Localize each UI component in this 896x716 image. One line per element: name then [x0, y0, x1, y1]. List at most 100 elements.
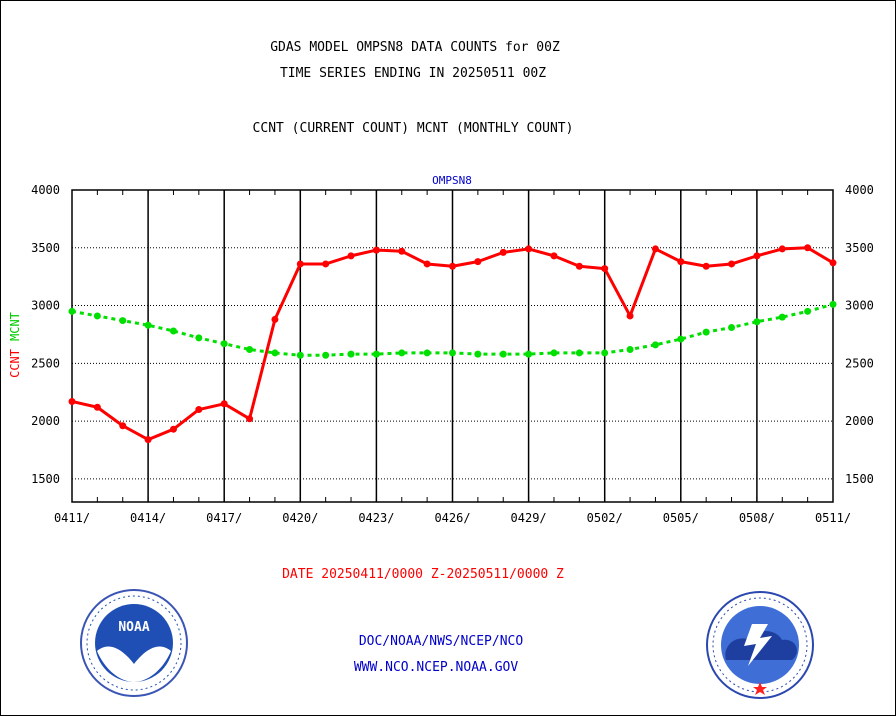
data-point-ccnt — [68, 397, 76, 405]
x-tick-label: 0505/ — [663, 511, 699, 525]
data-point-ccnt — [93, 403, 101, 411]
data-point-mcnt — [246, 345, 254, 353]
data-point-ccnt — [499, 248, 507, 256]
data-point-mcnt — [804, 307, 812, 315]
data-point-mcnt — [423, 349, 431, 357]
data-point-ccnt — [271, 315, 279, 323]
data-point-ccnt — [423, 260, 431, 268]
data-point-mcnt — [601, 349, 609, 357]
noaa-logo-icon: NOAA — [80, 589, 188, 697]
plot-title: OMPSN8 — [432, 174, 472, 187]
data-point-ccnt — [728, 260, 736, 268]
y-tick-label-right: 4000 — [845, 183, 874, 197]
data-point-mcnt — [398, 349, 406, 357]
data-point-mcnt — [626, 345, 634, 353]
x-axis-date-range: DATE 20250411/0000 Z-20250511/0000 Z — [282, 567, 564, 582]
data-point-ccnt — [804, 244, 812, 252]
y-tick-label-left: 3500 — [31, 241, 60, 255]
y-tick-label-right: 1500 — [845, 472, 874, 486]
chart-title-line1: GDAS MODEL OMPSN8 DATA COUNTS for 00Z — [270, 40, 560, 55]
y-tick-label-left: 2000 — [31, 414, 60, 428]
data-point-ccnt — [626, 312, 634, 320]
y-tick-label-right: 2500 — [845, 356, 874, 370]
footer-credit-line2: WWW.NCO.NCEP.NOAA.GOV — [354, 660, 519, 675]
y-axis-label-ccnt: CCNT — [8, 349, 22, 378]
x-tick-label: 0423/ — [358, 511, 394, 525]
data-point-ccnt — [753, 252, 761, 260]
x-tick-label: 0420/ — [282, 511, 318, 525]
data-point-ccnt — [474, 258, 482, 266]
x-tick-label: 0429/ — [511, 511, 547, 525]
chart-title-line2: TIME SERIES ENDING IN 20250511 00Z — [280, 66, 546, 81]
data-point-mcnt — [449, 349, 456, 357]
data-point-mcnt — [651, 341, 659, 349]
data-point-mcnt — [347, 350, 355, 358]
y-tick-label-right: 2000 — [845, 414, 874, 428]
data-point-mcnt — [144, 321, 152, 329]
data-point-ccnt — [220, 400, 228, 408]
data-point-mcnt — [778, 313, 786, 321]
data-point-ccnt — [119, 422, 127, 430]
data-point-ccnt — [778, 245, 786, 253]
data-point-mcnt — [119, 317, 127, 325]
data-point-mcnt — [68, 307, 76, 315]
grid-layer — [72, 190, 833, 502]
nws-logo-icon — [706, 591, 814, 699]
data-point-mcnt — [525, 350, 533, 358]
data-point-ccnt — [398, 247, 406, 255]
data-point-mcnt — [728, 324, 736, 332]
data-point-mcnt — [220, 340, 228, 348]
y-tick-label-left: 1500 — [31, 472, 60, 486]
data-point-ccnt — [449, 262, 456, 270]
y-tick-label-left: 3000 — [31, 299, 60, 313]
data-point-mcnt — [677, 335, 685, 343]
data-point-mcnt — [169, 327, 177, 335]
y-tick-label-left: 2500 — [31, 356, 60, 370]
y-axis-label: CCNT MCNT — [8, 312, 22, 378]
data-point-ccnt — [322, 260, 330, 268]
x-tick-label: 0414/ — [130, 511, 166, 525]
data-point-ccnt — [601, 265, 609, 273]
data-point-ccnt — [829, 259, 837, 267]
data-point-mcnt — [575, 349, 583, 357]
data-point-mcnt — [702, 328, 710, 336]
x-tick-label: 0502/ — [587, 511, 623, 525]
data-point-mcnt — [372, 350, 380, 358]
data-point-ccnt — [677, 258, 685, 266]
series-layer — [68, 244, 837, 444]
x-tick-label: 0411/ — [54, 511, 90, 525]
axis-layer: 1500 1500 2000 2000 2500 2500 3000 3000 3500 3500… — [31, 183, 874, 525]
data-point-mcnt — [753, 318, 761, 326]
data-point-mcnt — [499, 350, 507, 358]
data-point-ccnt — [246, 415, 254, 423]
data-point-ccnt — [195, 406, 203, 414]
x-tick-label: 0426/ — [434, 511, 470, 525]
data-point-ccnt — [296, 260, 304, 268]
plot-frame — [71, 189, 834, 503]
data-point-mcnt — [550, 349, 558, 357]
data-point-mcnt — [271, 349, 279, 357]
data-point-ccnt — [651, 245, 659, 253]
y-tick-label-right: 3000 — [845, 299, 874, 313]
data-point-ccnt — [525, 245, 533, 253]
data-point-ccnt — [347, 252, 355, 260]
noaa-logo-label: NOAA — [118, 620, 149, 635]
data-point-ccnt — [169, 425, 177, 433]
y-tick-label-right: 3500 — [845, 241, 874, 255]
y-axis-label-group: CCNT MCNT — [8, 312, 22, 378]
x-tick-label: 0417/ — [206, 511, 242, 525]
y-tick-label-left: 4000 — [31, 183, 60, 197]
data-point-ccnt — [144, 436, 152, 444]
data-point-ccnt — [702, 262, 710, 270]
x-tick-label: 0511/ — [815, 511, 851, 525]
data-point-mcnt — [195, 334, 203, 342]
data-point-mcnt — [296, 351, 304, 359]
chart-subtitle: CCNT (CURRENT COUNT) MCNT (MONTHLY COUNT… — [253, 121, 574, 136]
data-point-mcnt — [322, 351, 330, 359]
y-axis-label-mcnt: MCNT — [8, 312, 22, 341]
data-point-mcnt — [474, 350, 482, 358]
footer-credit-line1: DOC/NOAA/NWS/NCEP/NCO — [359, 634, 524, 649]
data-point-mcnt — [829, 300, 837, 308]
